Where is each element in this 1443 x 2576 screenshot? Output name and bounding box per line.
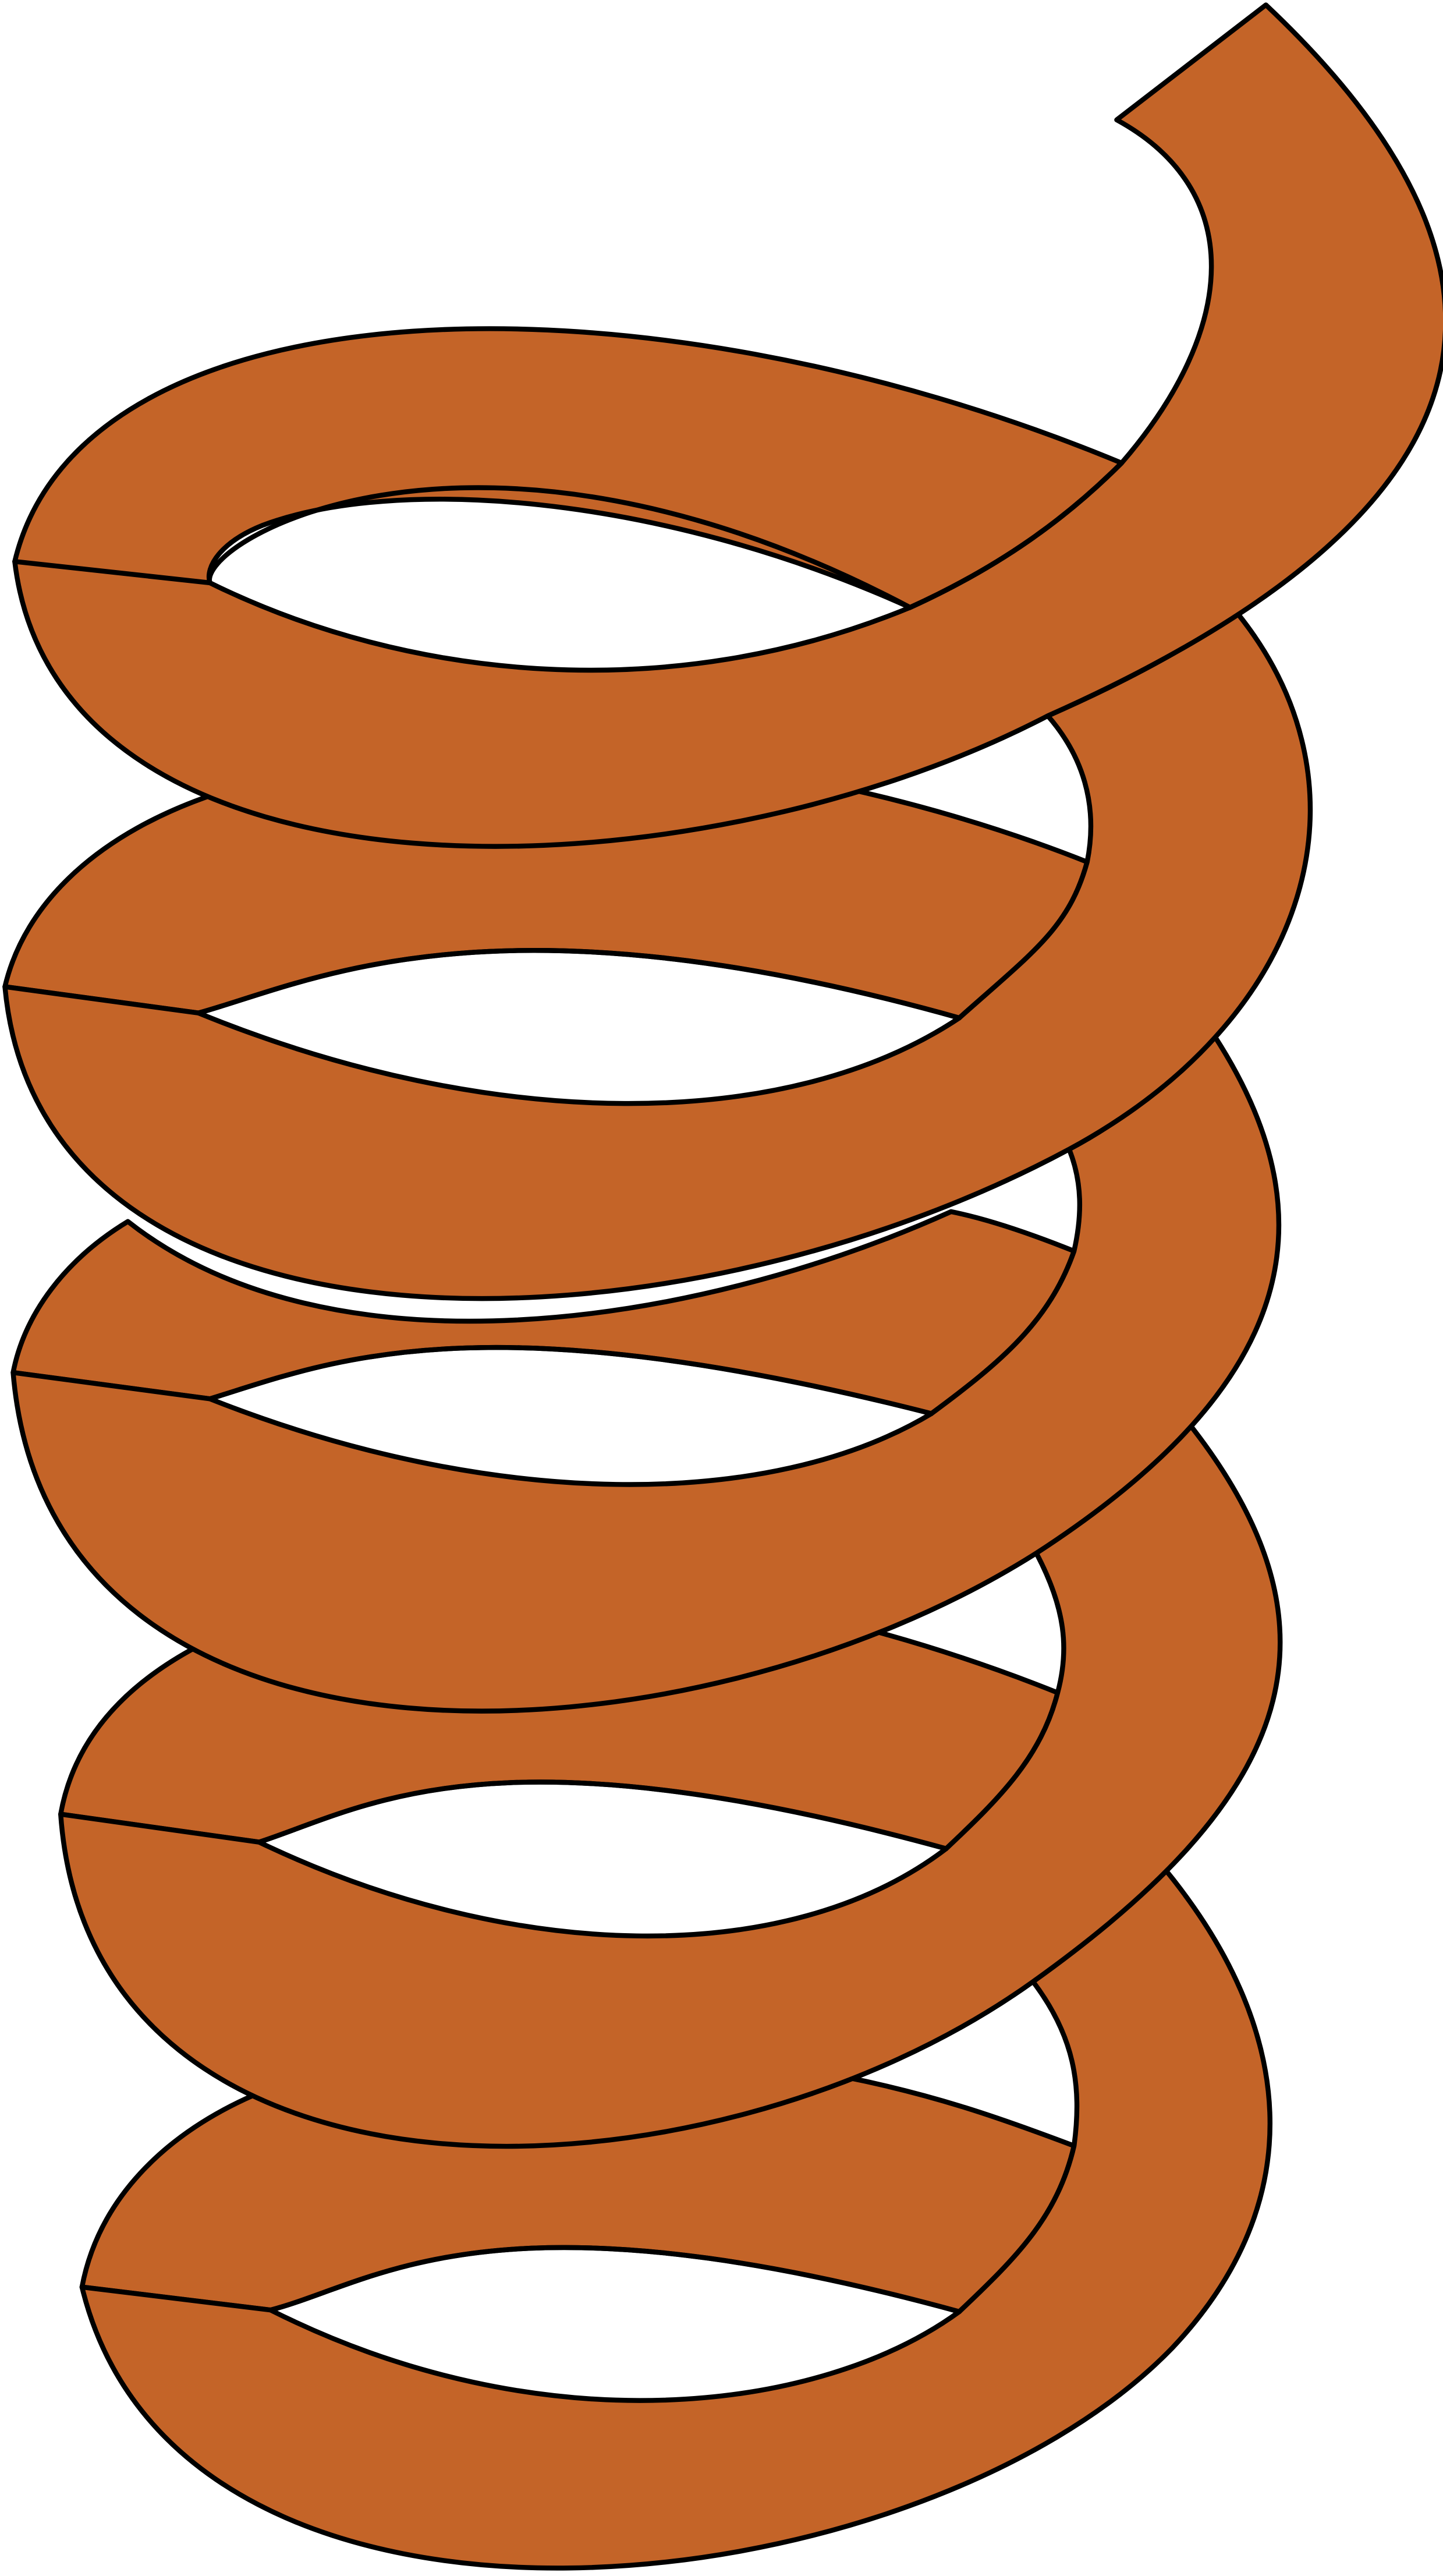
coil-overlap-lines xyxy=(196,460,1125,2315)
coil-1-inner-edge xyxy=(207,460,1125,610)
coil-1-front-segment xyxy=(12,2,1443,849)
coil-4-inner-edge xyxy=(256,1779,949,1852)
coil-3-inner-edge xyxy=(207,1344,934,1416)
coil-2-inner-edge xyxy=(196,948,962,1021)
coil-5-inner-edge xyxy=(268,2245,962,2315)
coil-1-back-segment xyxy=(12,326,1125,610)
coil-2 xyxy=(2,611,1313,1301)
coil-5 xyxy=(79,1866,1272,2571)
